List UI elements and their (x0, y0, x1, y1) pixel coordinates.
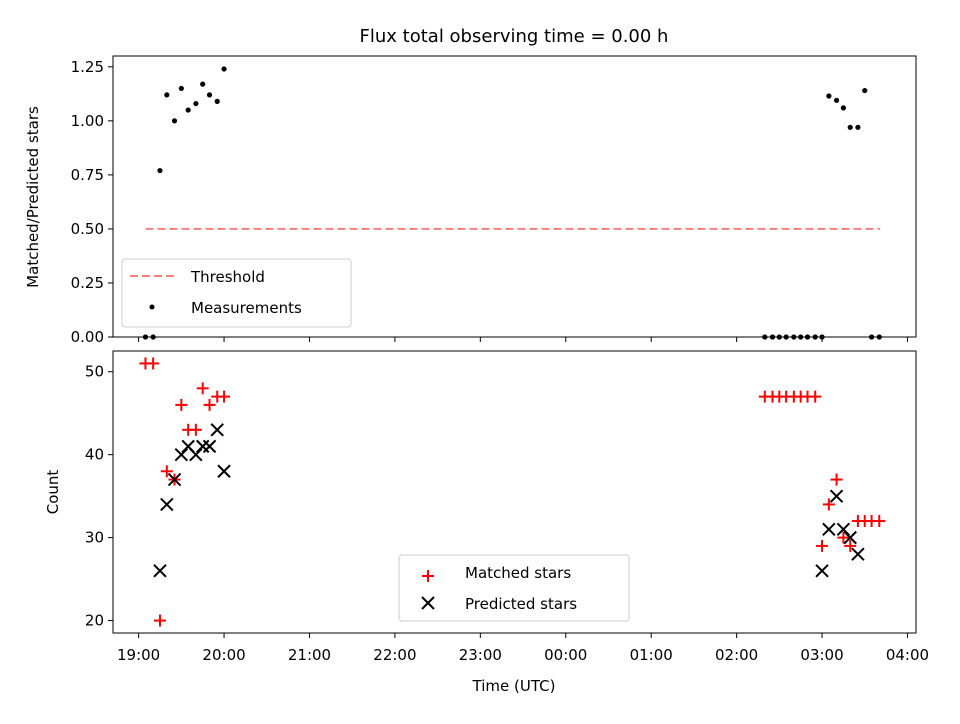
matched-star-point (153, 614, 166, 627)
bottom-y-ticks: 20 30 40 50 (85, 363, 113, 630)
measurement-point (193, 100, 199, 107)
bottom-x-tick-label: 23:00 (459, 646, 502, 664)
predicted-star-point (210, 423, 224, 437)
top-axes-frame (112, 55, 917, 338)
legend-predicted-label: Predicted stars (465, 595, 577, 613)
predicted-star-point (153, 564, 167, 578)
matched-star-point (830, 473, 843, 486)
top-legend: Threshold Measurements (121, 258, 352, 328)
measurement-point (840, 105, 846, 111)
predicted-star-point (217, 464, 231, 478)
predicted-star-point (822, 522, 836, 537)
bottom-y-tick-label: 30 (85, 529, 104, 547)
predicted-star-point (836, 522, 851, 537)
measurement-point (206, 92, 213, 98)
predicted-star-point (851, 547, 865, 561)
top-y-tick-label: 0.25 (71, 274, 104, 292)
top-y-tick-label: 0.00 (71, 328, 104, 346)
bottom-axes-frame (112, 350, 917, 634)
predicted-star-point (160, 497, 174, 512)
predicted-star-point (843, 530, 857, 545)
top-y-tick-label: 1.00 (71, 112, 104, 130)
measurement-point (185, 107, 191, 113)
matched-star-point (196, 382, 209, 395)
bottom-x-tick-label: 22:00 (373, 646, 416, 664)
predicted-star-point (829, 489, 844, 503)
legend-measurements-swatch (149, 304, 155, 310)
bottom-legend: Matched stars Predicted stars (398, 554, 630, 622)
matched-star-point (809, 390, 822, 403)
predicted-star-point (202, 439, 217, 454)
measurement-point (847, 124, 853, 130)
top-y-tick-label: 1.25 (71, 58, 104, 76)
matched-star-point (189, 423, 202, 436)
predicted-star-point (189, 447, 203, 462)
measurement-point (221, 66, 227, 72)
matched-star-point (816, 539, 829, 552)
measurement-point (200, 81, 206, 87)
bottom-x-tick-label: 04:00 (886, 646, 929, 664)
top-x-ticks (138, 337, 908, 342)
bottom-panel: Count 20 30 40 50 19:00 20:00 21:00 22:00 23:00… (44, 350, 929, 695)
top-panel: Flux total observing time = 0.00 h Match… (24, 26, 917, 346)
predicted-star-point (167, 472, 182, 487)
bottom-x-ticks: 19:00 20:00 21:00 22:00 23:00 00:00 01:00 02:00… (117, 633, 929, 664)
legend-matched-swatch (422, 570, 434, 582)
bottom-x-tick-label: 02:00 (715, 646, 758, 664)
matched-star-point (175, 398, 188, 411)
matched-star-point (203, 398, 216, 411)
measurement-point (862, 87, 868, 94)
top-plot-area (142, 66, 882, 340)
matched-star-point (147, 357, 160, 370)
measurement-point (855, 124, 861, 130)
bottom-plot-area (139, 357, 886, 627)
bottom-x-tick-label: 00:00 (544, 646, 587, 664)
matched-star-point (844, 539, 857, 552)
measurement-point (171, 118, 178, 124)
top-y-tick-label: 0.75 (71, 166, 104, 184)
bottom-legend-box (398, 554, 630, 622)
bottom-x-tick-label: 01:00 (630, 646, 673, 664)
measurement-point (157, 167, 163, 174)
chart-title: Flux total observing time = 0.00 h (360, 26, 669, 47)
bottom-x-tick-label: 21:00 (288, 646, 331, 664)
measurement-point (826, 93, 832, 99)
predicted-star-point (174, 447, 189, 462)
predicted-star-point (815, 564, 829, 578)
bottom-y-tick-label: 50 (85, 363, 104, 381)
bottom-x-tick-label: 03:00 (800, 646, 843, 664)
bottom-y-axis-label: Count (44, 470, 62, 515)
measurement-point (178, 85, 184, 92)
bottom-y-tick-label: 40 (85, 446, 104, 464)
top-legend-box (121, 258, 352, 328)
measurement-point (214, 98, 220, 104)
bottom-y-tick-label: 20 (85, 612, 104, 630)
measurement-point (833, 97, 840, 103)
top-y-ticks: 0.00 0.25 0.50 0.75 1.00 1.25 (71, 58, 113, 346)
bottom-x-tick-label: 19:00 (117, 646, 160, 664)
legend-matched-label: Matched stars (465, 564, 571, 582)
matched-star-point (837, 531, 850, 544)
top-y-axis-label: Matched/Predicted stars (24, 106, 42, 288)
matched-star-point (873, 515, 886, 528)
matched-star-point (218, 390, 231, 403)
x-axis-label: Time (UTC) (472, 677, 556, 695)
matched-star-point (160, 465, 173, 478)
measurement-point (164, 92, 170, 98)
legend-threshold-label: Threshold (190, 268, 265, 286)
legend-measurements-label: Measurements (191, 299, 302, 317)
matched-star-point (822, 498, 835, 511)
legend-predicted-swatch (421, 596, 435, 610)
bottom-x-tick-label: 20:00 (202, 646, 245, 664)
top-y-tick-label: 0.50 (71, 220, 104, 238)
